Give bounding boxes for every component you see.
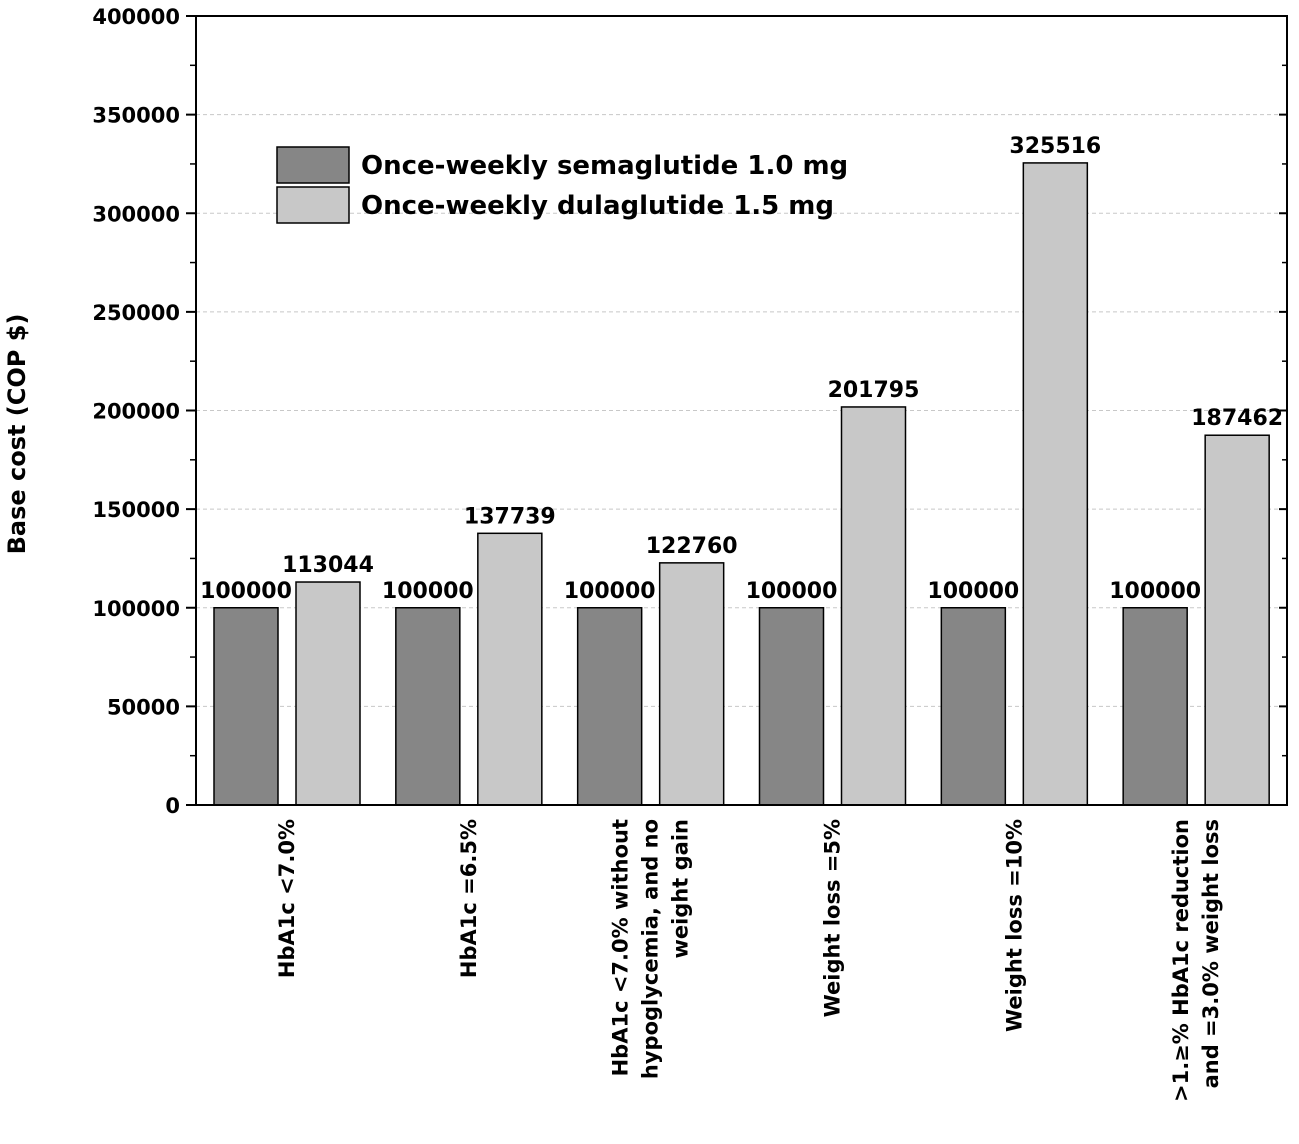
- y-tick-label: 150000: [92, 498, 180, 522]
- data-label: 325516: [1009, 134, 1101, 159]
- y-tick-label: 350000: [92, 104, 180, 128]
- bar: [940, 607, 1007, 806]
- category-label: and =3.0% weight loss: [1199, 819, 1223, 1088]
- data-label: 187462: [1191, 406, 1283, 431]
- bar: [395, 607, 461, 806]
- bar: [1122, 607, 1188, 806]
- y-axis-title: Base cost (COP $): [3, 314, 31, 555]
- bar: [576, 607, 643, 806]
- bars: [213, 162, 1270, 806]
- bar: [840, 406, 907, 806]
- y-tick-label: 100000: [92, 597, 180, 621]
- legend-swatch: [276, 146, 350, 184]
- data-labels: 1000001130441000001377391000001227601000…: [200, 134, 1283, 604]
- data-label: 100000: [927, 579, 1019, 604]
- data-label: 100000: [564, 579, 656, 604]
- data-label: 100000: [382, 579, 474, 604]
- y-tick-label: 300000: [92, 202, 180, 226]
- y-tick-label: 0: [165, 794, 180, 818]
- data-label: 100000: [1109, 579, 1201, 604]
- data-label: 201795: [828, 378, 920, 403]
- bar: [477, 532, 543, 806]
- bar: [1204, 434, 1270, 806]
- data-label: 137739: [464, 504, 556, 529]
- legend: Once-weekly semaglutide 1.0 mg Once-weekl…: [276, 146, 848, 224]
- legend-swatch: [276, 186, 350, 224]
- legend-label: Once-weekly semaglutide 1.0 mg: [361, 151, 848, 181]
- bar: [758, 607, 825, 806]
- y-tick-label: 200000: [92, 400, 180, 424]
- bar: [295, 581, 361, 806]
- category-label: >1.≥% HbA1c reduction: [1169, 819, 1193, 1102]
- legend-label: Once-weekly dulaglutide 1.5 mg: [361, 191, 834, 221]
- y-tick-label: 400000: [92, 5, 180, 29]
- bar: [213, 607, 279, 806]
- category-label: Weight loss =5%: [821, 819, 845, 1017]
- data-label: 100000: [746, 579, 838, 604]
- category-label: HbA1c <7.0%: [275, 819, 299, 978]
- category-label: Weight loss =10%: [1002, 819, 1026, 1032]
- y-tick-label: 250000: [92, 301, 180, 325]
- y-tick-label: 50000: [107, 695, 180, 719]
- category-label: weight gain: [669, 819, 693, 959]
- data-label: 113044: [282, 553, 374, 578]
- category-label: hypoglycemia, and no: [639, 819, 663, 1079]
- data-label: 122760: [646, 534, 738, 559]
- bar: [658, 562, 725, 806]
- data-label: 100000: [200, 579, 292, 604]
- bar: [1022, 162, 1089, 806]
- category-label: HbA1c =6.5%: [457, 819, 481, 978]
- category-label: HbA1c <7.0% without: [609, 819, 633, 1076]
- axis-ticks: HbA1c <7.0% HbA1c =6.5% HbA1c <7.0% withou…: [92, 5, 1287, 1102]
